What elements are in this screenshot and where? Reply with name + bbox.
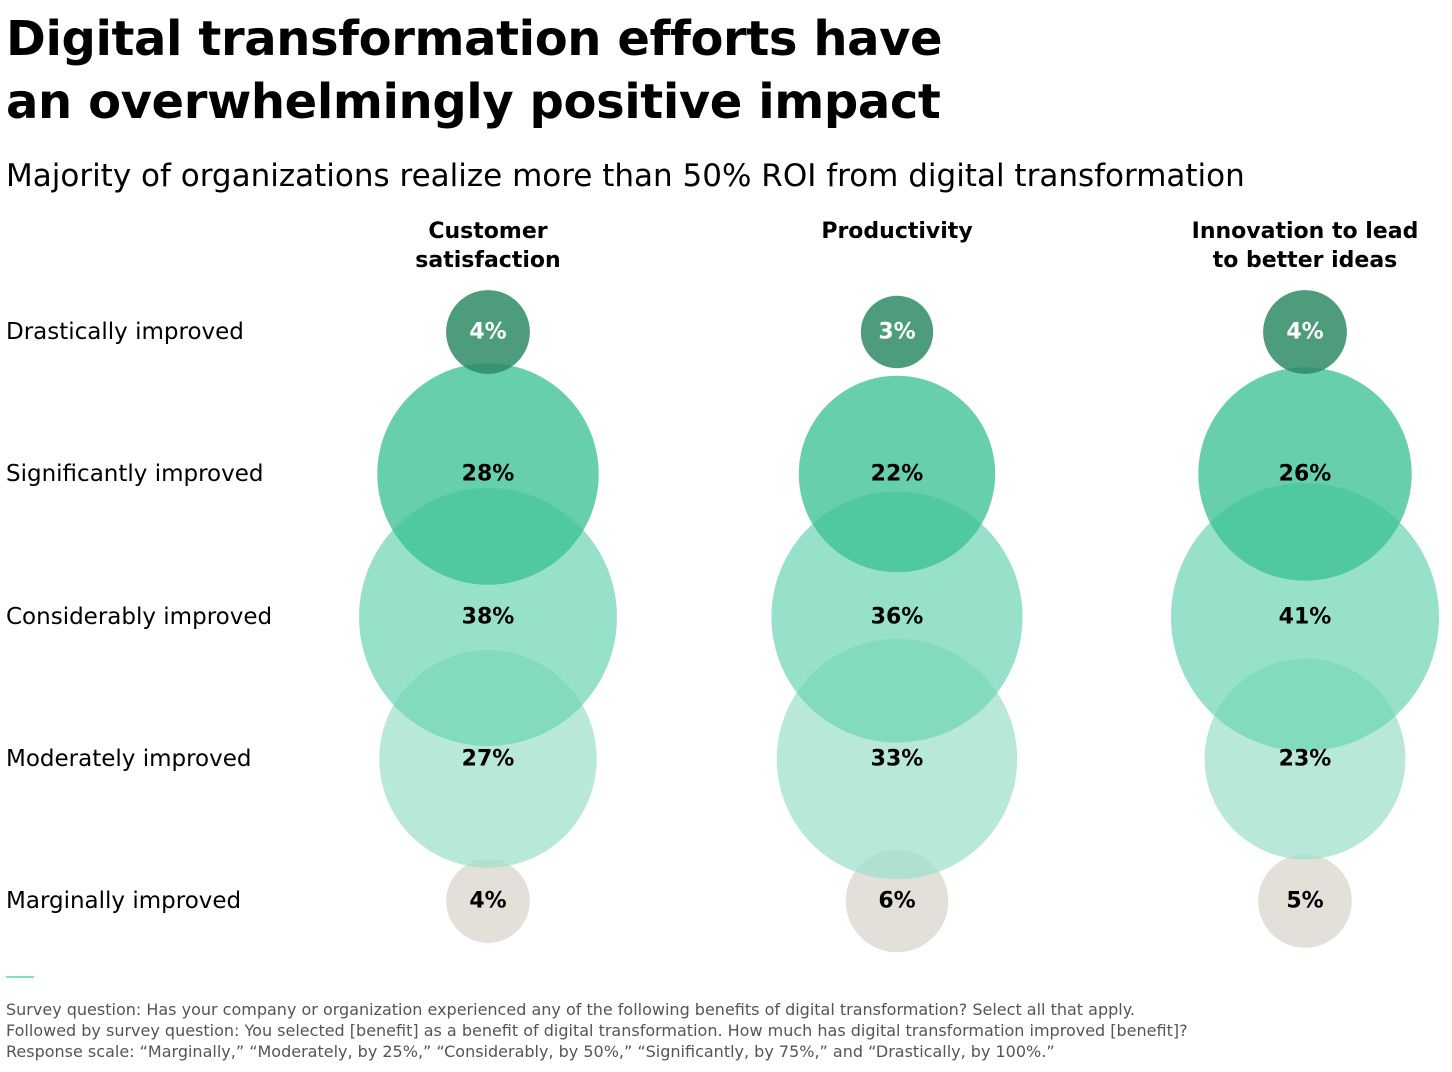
row-label-significantly-improved: Significantly improved: [6, 461, 264, 487]
bubble-significantly-improved-col-3: [1198, 367, 1412, 581]
bubble-label-marginally-improved-col-1: 4%: [469, 889, 506, 914]
bubble-marginally-improved-col-1: [446, 859, 530, 943]
bubble-marginally-improved-col-3: [1258, 854, 1352, 948]
survey-footnote: Survey question: Has your company or org…: [6, 999, 1446, 1062]
bubble-label-marginally-improved-col-3: 5%: [1286, 889, 1323, 914]
column-header-line: to better ideas: [1212, 248, 1398, 273]
bubble-label-drastically-improved-col-2: 3%: [878, 320, 915, 345]
column-header-line: Customer: [428, 219, 548, 244]
bubble-label-significantly-improved-col-1: 28%: [462, 462, 515, 487]
column-header-line: Innovation to lead: [1191, 219, 1419, 244]
column-header-line: satisfaction: [415, 248, 561, 273]
bubble-label-marginally-improved-col-2: 6%: [878, 889, 915, 914]
row-label-marginally-improved: Marginally improved: [6, 888, 242, 914]
bubble-drastically-improved-col-1: [446, 290, 530, 374]
bubble-label-considerably-improved-col-1: 38%: [462, 605, 515, 630]
chart-title-line-2: an overwhelmingly positive impact: [6, 74, 941, 130]
footnote-line: Survey question: Has your company or org…: [6, 1000, 1135, 1019]
footnote-line: Response scale: “Marginally,” “Moderatel…: [6, 1042, 1055, 1061]
bubble-drastically-improved-col-3: [1263, 290, 1347, 374]
chart-subtitle: Majority of organizations realize more t…: [6, 158, 1245, 194]
bubble-drastically-improved-col-2: [860, 295, 934, 369]
column-header-line: Productivity: [821, 219, 973, 244]
chart-title-line-1: Digital transformation efforts have: [6, 11, 943, 67]
column-header-innovation: Innovation to lead to better ideas: [1165, 217, 1445, 275]
row-label-moderately-improved: Moderately improved: [6, 746, 252, 772]
row-label-drastically-improved: Drastically improved: [6, 319, 244, 345]
bubble-label-moderately-improved-col-2: 33%: [871, 747, 924, 772]
column-header-productivity: Productivity: [757, 217, 1037, 246]
bubble-label-significantly-improved-col-2: 22%: [871, 462, 924, 487]
row-label-considerably-improved: Considerably improved: [6, 604, 273, 630]
bubble-significantly-improved-col-2: [798, 375, 996, 573]
bubble-considerably-improved-col-2: [771, 491, 1023, 743]
bubble-significantly-improved-col-1: [377, 363, 599, 585]
bubble-label-considerably-improved-col-2: 36%: [871, 605, 924, 630]
bubble-label-drastically-improved-col-3: 4%: [1286, 320, 1323, 345]
chart-title: Digital transformation efforts have an o…: [6, 8, 943, 134]
footnote-line: Followed by survey question: You selecte…: [6, 1021, 1188, 1040]
bubble-label-considerably-improved-col-3: 41%: [1279, 605, 1332, 630]
bubble-label-moderately-improved-col-1: 27%: [462, 747, 515, 772]
bubble-label-moderately-improved-col-3: 23%: [1279, 747, 1332, 772]
column-header-customer-satisfaction: Customer satisfaction: [348, 217, 628, 275]
bubble-label-drastically-improved-col-1: 4%: [469, 320, 506, 345]
footer-accent-rule: [6, 976, 34, 978]
bubble-label-significantly-improved-col-3: 26%: [1279, 462, 1332, 487]
